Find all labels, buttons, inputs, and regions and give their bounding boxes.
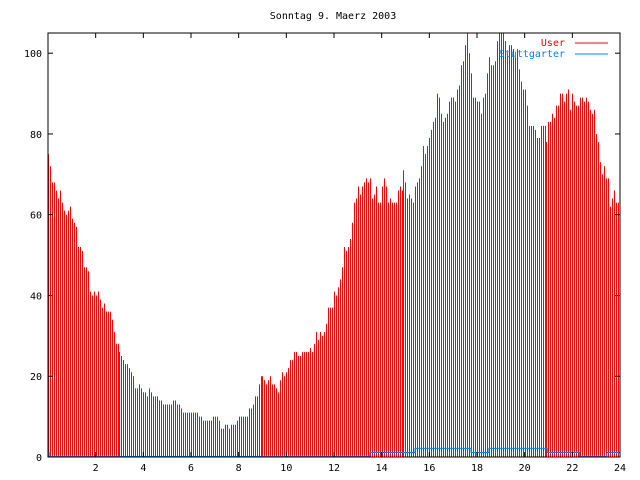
y-tick-label: 0 [36,453,42,464]
y-tick-label: 80 [30,130,42,141]
legend-label-stuttgarter: Stuttgarter [499,49,565,60]
x-tick-label: 12 [328,463,340,474]
x-tick-label: 4 [140,463,146,474]
x-tick-label: 14 [376,463,388,474]
chart-title: Sonntag 9. Maerz 2003 [270,11,396,22]
x-tick-label: 22 [566,463,578,474]
legend: User Stuttgarter [499,38,608,60]
legend-label-user: User [541,38,565,49]
y-tick-label: 60 [30,211,42,222]
x-tick-label: 24 [614,463,626,474]
y-tick-label: 20 [30,372,42,383]
x-tick-label: 8 [236,463,242,474]
x-tick-label: 2 [93,463,99,474]
y-tick-label: 100 [24,49,42,60]
x-tick-label: 20 [519,463,531,474]
x-tick-label: 10 [280,463,292,474]
y-tick-label: 40 [30,291,42,302]
x-tick-label: 6 [188,463,194,474]
user-bars [48,33,619,457]
x-tick-label: 18 [471,463,483,474]
x-tick-label: 16 [423,463,435,474]
